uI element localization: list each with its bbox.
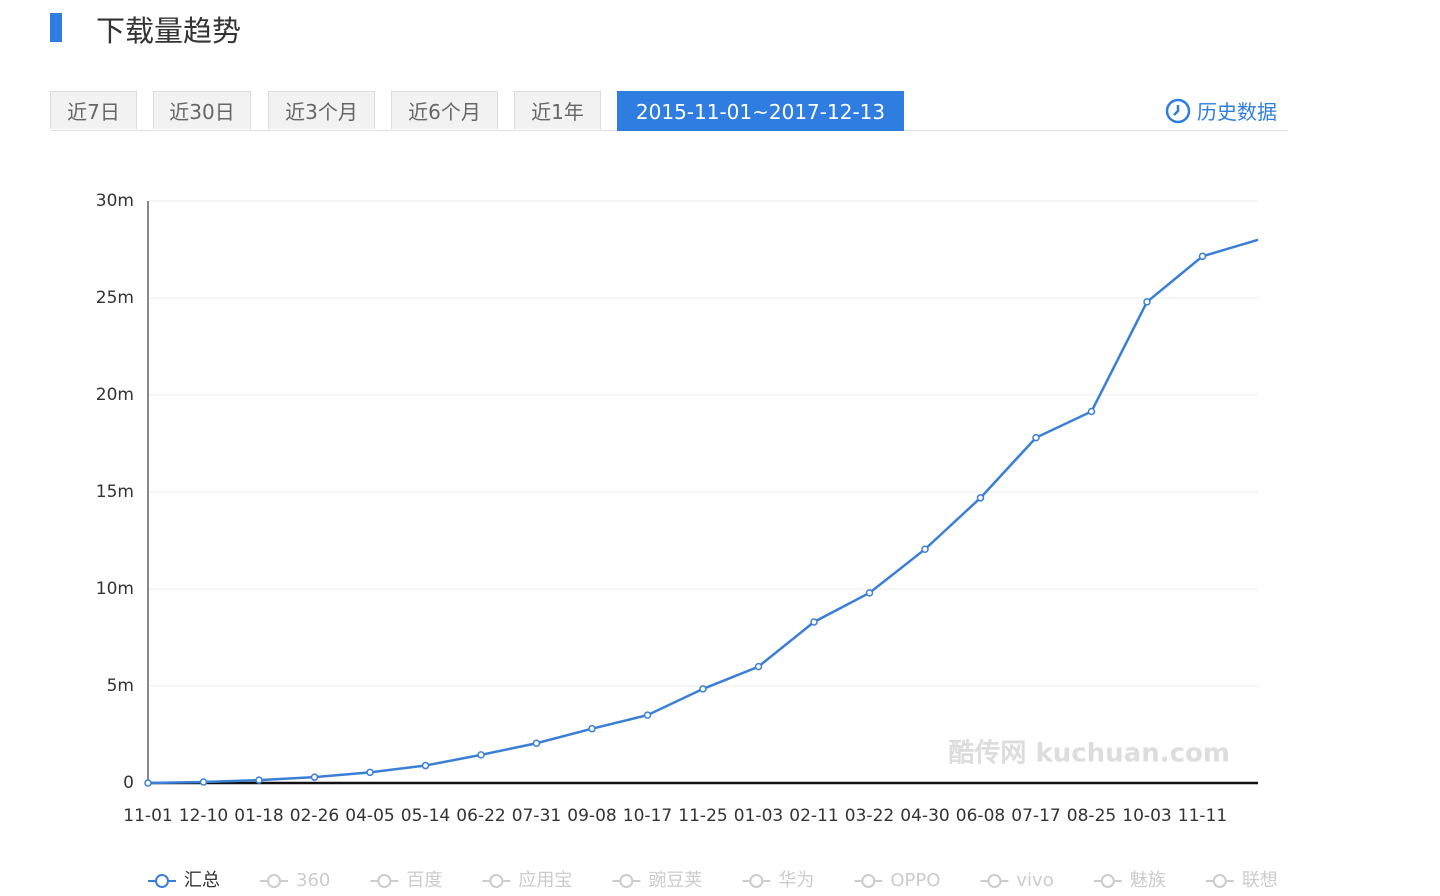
- x-tick-label: 07-17: [1011, 806, 1060, 826]
- data-point: [643, 711, 652, 719]
- x-tick-label: 02-26: [290, 806, 339, 826]
- tab-active[interactable]: 2015-11-01~2017-12-13: [617, 91, 904, 131]
- data-point: [810, 618, 818, 626]
- x-tick-label: 01-03: [734, 806, 783, 826]
- title-marker: [50, 13, 62, 42]
- data-point: [366, 768, 374, 777]
- history-icon: [1165, 98, 1191, 123]
- legend-label[interactable]: 应用宝: [518, 870, 572, 891]
- data-point: [255, 776, 263, 784]
- legend-icon: [1212, 874, 1227, 888]
- x-tick-label: 09-08: [567, 806, 616, 826]
- series-line: [147, 238, 1259, 785]
- y-tick-label: 30m: [96, 191, 134, 211]
- legend-label[interactable]: 豌豆荚: [648, 870, 702, 891]
- legend-label[interactable]: vivo: [1016, 870, 1053, 891]
- legend-icon: [1100, 874, 1115, 888]
- tab[interactable]: 近3个月: [268, 91, 375, 129]
- legend-icon: [377, 874, 392, 888]
- legend-label[interactable]: 联想: [1242, 870, 1278, 891]
- y-tick-label: 10m: [96, 579, 134, 599]
- x-tick-label: 02-11: [789, 806, 838, 826]
- x-tick-label: 04-30: [900, 806, 949, 826]
- legend-icon: [749, 874, 764, 888]
- x-tick-label: 10-03: [1122, 806, 1171, 826]
- legend-icon: [267, 874, 281, 888]
- x-tick-label: 08-25: [1067, 806, 1116, 826]
- data-point: [1032, 433, 1040, 442]
- x-tick-label: 10-17: [623, 806, 672, 826]
- legend-label[interactable]: 华为: [778, 870, 814, 891]
- data-point: [699, 685, 707, 693]
- x-tick-label: 11-25: [678, 806, 727, 826]
- data-point: [976, 494, 985, 502]
- x-tick-label: 06-08: [956, 806, 1005, 826]
- history-text: 历史数据: [1197, 100, 1277, 124]
- y-tick-label: 20m: [96, 385, 134, 405]
- legend-label[interactable]: 360: [296, 870, 330, 891]
- legend-icon: [489, 874, 504, 888]
- data-point: [754, 662, 763, 671]
- legend-label[interactable]: 魅族: [1130, 870, 1166, 891]
- x-tick-label: 05-14: [401, 806, 450, 826]
- x-tick-label: 01-18: [234, 806, 283, 826]
- tab[interactable]: 近7日: [50, 91, 137, 129]
- data-point: [1198, 252, 1207, 261]
- legend-icon: [987, 874, 1002, 888]
- data-point: [865, 589, 874, 597]
- history-link[interactable]: 历史数据: [1165, 96, 1277, 125]
- x-tick-label: 04-05: [345, 806, 394, 826]
- legend-label[interactable]: OPPO: [890, 870, 940, 891]
- tab[interactable]: 近1年: [514, 91, 601, 129]
- section-title: 下载量趋势: [96, 14, 242, 48]
- data-point: [588, 724, 596, 733]
- legend-icon: [619, 874, 634, 888]
- watermark: 酷传网 kuchuan.com: [948, 739, 1230, 769]
- tab[interactable]: 近30日: [153, 91, 251, 129]
- legend-icon: [861, 874, 876, 888]
- data-point: [532, 739, 541, 747]
- x-tick-label: 06-22: [456, 806, 505, 826]
- y-tick-label: 25m: [96, 288, 134, 308]
- data-point: [310, 773, 319, 781]
- data-point: [1087, 407, 1096, 416]
- x-tick-label: 03-22: [845, 806, 894, 826]
- x-tick-label: 07-31: [512, 806, 561, 826]
- data-point: [1143, 298, 1151, 306]
- tab-bar: 近7日 近30日 近3个月 近6个月 近1年 2015-11-01~2017-1…: [50, 91, 1288, 131]
- legend-icon: [155, 874, 169, 888]
- data-point: [199, 778, 208, 786]
- y-tick-label: 5m: [107, 676, 134, 696]
- data-point: [921, 545, 929, 553]
- y-tick-label: 0: [123, 773, 134, 793]
- x-tick-label: 11-01: [123, 806, 172, 826]
- y-tick-label: 15m: [96, 482, 134, 502]
- legend-label[interactable]: 汇总: [184, 870, 220, 891]
- data-point: [144, 779, 152, 787]
- legend-label[interactable]: 百度: [406, 870, 442, 891]
- x-tick-label: 11-11: [1178, 806, 1227, 826]
- tab[interactable]: 近6个月: [391, 91, 498, 129]
- x-tick-label: 12-10: [179, 806, 228, 826]
- data-point: [421, 761, 430, 770]
- data-point: [477, 751, 485, 759]
